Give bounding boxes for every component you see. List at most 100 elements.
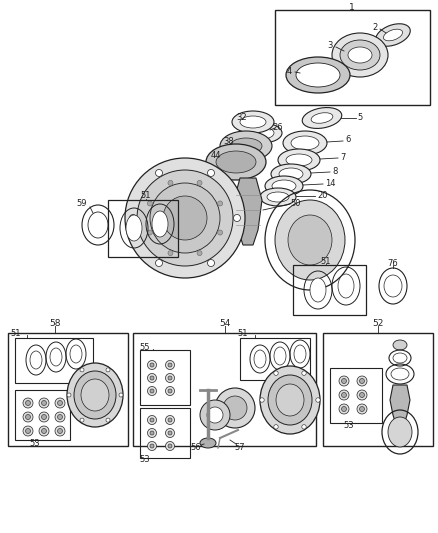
Circle shape — [42, 429, 46, 433]
Ellipse shape — [152, 211, 168, 237]
Bar — [330, 368, 382, 423]
Ellipse shape — [286, 154, 312, 166]
Circle shape — [148, 386, 156, 395]
Circle shape — [23, 398, 33, 408]
Text: 51: 51 — [11, 328, 21, 337]
Circle shape — [208, 260, 215, 266]
Ellipse shape — [223, 396, 247, 420]
Circle shape — [168, 376, 172, 380]
Circle shape — [150, 363, 154, 367]
Circle shape — [55, 426, 65, 436]
Ellipse shape — [296, 63, 340, 87]
Bar — [240, 338, 310, 380]
Text: 26: 26 — [273, 123, 283, 132]
Circle shape — [39, 398, 49, 408]
Ellipse shape — [250, 127, 274, 139]
Ellipse shape — [230, 138, 262, 154]
Ellipse shape — [388, 417, 412, 447]
Ellipse shape — [278, 149, 320, 171]
Ellipse shape — [260, 188, 296, 206]
Circle shape — [168, 389, 172, 393]
Ellipse shape — [393, 353, 407, 363]
Ellipse shape — [240, 116, 266, 128]
Bar — [140, 408, 190, 458]
Circle shape — [168, 251, 173, 256]
Circle shape — [148, 374, 156, 383]
Text: 4: 4 — [286, 68, 292, 77]
Ellipse shape — [294, 345, 306, 363]
Text: 59: 59 — [77, 199, 87, 208]
Text: 76: 76 — [388, 259, 399, 268]
Circle shape — [80, 418, 84, 422]
Circle shape — [342, 378, 346, 384]
Ellipse shape — [272, 180, 296, 192]
Text: 52: 52 — [372, 319, 384, 328]
Ellipse shape — [311, 112, 333, 123]
Circle shape — [155, 260, 162, 266]
Circle shape — [260, 398, 264, 402]
Ellipse shape — [232, 111, 274, 133]
Text: 58: 58 — [49, 319, 61, 328]
Circle shape — [150, 418, 154, 422]
Circle shape — [208, 169, 215, 176]
Circle shape — [360, 378, 364, 384]
Ellipse shape — [137, 170, 233, 266]
Circle shape — [119, 393, 123, 397]
Polygon shape — [390, 385, 410, 428]
Ellipse shape — [279, 168, 303, 180]
Ellipse shape — [200, 400, 230, 430]
Ellipse shape — [332, 33, 388, 77]
Circle shape — [67, 393, 71, 397]
Text: 3: 3 — [327, 41, 333, 50]
Polygon shape — [234, 178, 262, 245]
Circle shape — [148, 360, 156, 369]
Ellipse shape — [150, 183, 220, 253]
Text: 53: 53 — [30, 440, 40, 448]
Ellipse shape — [276, 384, 304, 416]
Circle shape — [166, 360, 174, 369]
Circle shape — [42, 400, 46, 406]
Circle shape — [166, 386, 174, 395]
Text: 55: 55 — [140, 343, 150, 351]
Text: 56: 56 — [191, 442, 201, 451]
Circle shape — [168, 431, 172, 435]
Circle shape — [148, 429, 156, 438]
Circle shape — [39, 426, 49, 436]
Bar — [108, 200, 178, 257]
Ellipse shape — [283, 131, 327, 155]
Circle shape — [130, 214, 137, 222]
Ellipse shape — [267, 192, 289, 202]
Ellipse shape — [242, 123, 282, 143]
Bar — [15, 390, 70, 440]
Circle shape — [339, 404, 349, 414]
Circle shape — [106, 418, 110, 422]
Text: 38: 38 — [224, 136, 234, 146]
Circle shape — [57, 429, 63, 433]
Circle shape — [357, 390, 367, 400]
Ellipse shape — [288, 215, 332, 265]
Circle shape — [197, 180, 202, 185]
Text: 44: 44 — [211, 151, 221, 160]
Ellipse shape — [50, 348, 62, 366]
Ellipse shape — [163, 196, 207, 240]
Circle shape — [106, 368, 110, 372]
Ellipse shape — [126, 215, 142, 241]
Circle shape — [55, 412, 65, 422]
Text: 51: 51 — [141, 191, 151, 200]
Text: 32: 32 — [237, 114, 247, 123]
Circle shape — [233, 214, 240, 222]
Circle shape — [25, 400, 31, 406]
Circle shape — [339, 376, 349, 386]
Circle shape — [168, 418, 172, 422]
Ellipse shape — [215, 388, 255, 428]
Text: 8: 8 — [332, 167, 338, 176]
Text: 53: 53 — [140, 456, 150, 464]
Bar — [15, 338, 93, 383]
Circle shape — [274, 425, 278, 429]
Ellipse shape — [200, 438, 216, 448]
Circle shape — [316, 398, 320, 402]
Ellipse shape — [391, 368, 409, 380]
Text: 50: 50 — [291, 199, 301, 208]
Ellipse shape — [70, 345, 82, 363]
Circle shape — [148, 230, 152, 235]
